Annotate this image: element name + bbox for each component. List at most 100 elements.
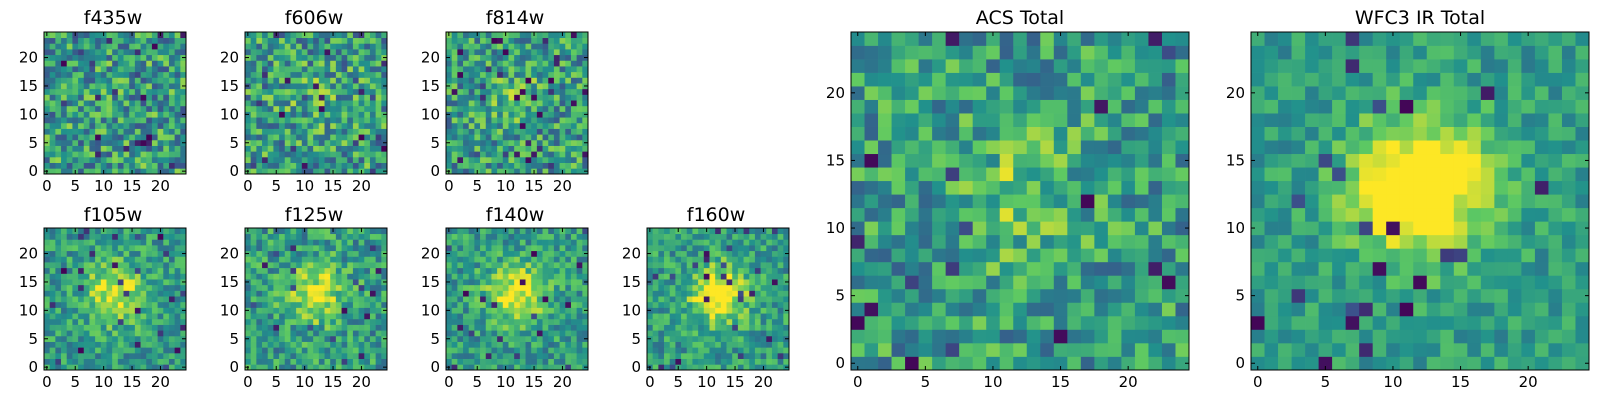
heatmap-cell xyxy=(565,318,572,325)
heatmap-cell xyxy=(369,256,376,263)
heatmap-cell xyxy=(330,341,337,348)
heatmap-cell xyxy=(151,111,158,118)
heatmap-cell xyxy=(1040,288,1055,303)
heatmap-cell xyxy=(698,267,705,274)
heatmap-cell xyxy=(330,83,337,90)
heatmap-cell xyxy=(542,262,549,269)
heatmap-cell xyxy=(918,207,933,222)
heatmap-cell xyxy=(324,239,331,246)
heatmap-cell xyxy=(180,262,187,269)
heatmap-cell xyxy=(296,111,303,118)
heatmap-cell xyxy=(123,262,130,269)
heatmap-cell xyxy=(290,60,297,67)
heatmap-cell xyxy=(508,341,515,348)
heatmap-cell xyxy=(250,364,257,371)
heatmap-cell xyxy=(891,261,906,276)
heatmap-cell xyxy=(468,313,475,320)
heatmap-cell xyxy=(686,262,693,269)
heatmap-cell xyxy=(576,250,583,257)
heatmap-cell xyxy=(347,273,354,280)
heatmap-cell xyxy=(570,105,577,112)
heatmap-cell xyxy=(743,273,750,280)
heatmap-cell xyxy=(256,100,263,107)
heatmap-cell xyxy=(313,347,320,354)
heatmap-cell xyxy=(485,66,492,73)
heatmap-cell xyxy=(129,318,136,325)
heatmap-cell xyxy=(451,60,458,67)
heatmap-cell xyxy=(330,324,337,331)
heatmap-cell xyxy=(352,145,359,152)
heatmap-cell xyxy=(777,296,784,303)
heatmap-cell xyxy=(972,207,987,222)
heatmap-cell xyxy=(250,341,257,348)
heatmap-cell xyxy=(480,352,487,359)
heatmap-cell xyxy=(72,250,79,257)
heatmap-cell xyxy=(1067,329,1082,344)
heatmap-cell xyxy=(61,128,68,135)
heatmap-cell xyxy=(318,250,325,257)
heatmap-cell xyxy=(256,66,263,73)
heatmap-cell xyxy=(945,248,960,263)
heatmap-cell xyxy=(180,273,187,280)
heatmap-cell xyxy=(451,318,458,325)
heatmap-cell xyxy=(129,273,136,280)
heatmap-cell xyxy=(463,233,470,240)
heatmap-cell xyxy=(1080,342,1095,357)
heatmap-cell xyxy=(986,275,1001,290)
heatmap-cell xyxy=(307,43,314,50)
heatmap-cell xyxy=(335,290,342,297)
heatmap-cell xyxy=(565,37,572,44)
heatmap-cell xyxy=(140,162,147,169)
heatmap-cell xyxy=(783,318,790,325)
heatmap-cell xyxy=(375,364,382,371)
heatmap-cell xyxy=(446,88,453,95)
heatmap-cell xyxy=(525,296,532,303)
heatmap-cell xyxy=(129,296,136,303)
heatmap-cell xyxy=(163,54,170,61)
heatmap-cell xyxy=(347,330,354,337)
heatmap-cell xyxy=(446,49,453,56)
heatmap-cell xyxy=(129,94,136,101)
heatmap-cell xyxy=(83,318,90,325)
heatmap-cell xyxy=(284,364,291,371)
heatmap-cell xyxy=(446,77,453,84)
heatmap-cell xyxy=(318,341,325,348)
heatmap-cell xyxy=(290,145,297,152)
heatmap-cell xyxy=(918,153,933,168)
heatmap-cell xyxy=(324,100,331,107)
heatmap-cell xyxy=(83,145,90,152)
heatmap-cell xyxy=(525,341,532,348)
heatmap-cell xyxy=(49,262,56,269)
heatmap-cell xyxy=(536,290,543,297)
heatmap-cell xyxy=(582,341,589,348)
heatmap-cell xyxy=(301,324,308,331)
heatmap-cell xyxy=(290,290,297,297)
heatmap-cell xyxy=(570,71,577,78)
heatmap-cell xyxy=(61,245,68,252)
heatmap-cell xyxy=(262,88,269,95)
heatmap-cell xyxy=(570,239,577,246)
heatmap-cell xyxy=(307,341,314,348)
heatmap-cell xyxy=(66,364,73,371)
heatmap-cell xyxy=(1134,288,1149,303)
heatmap-cell xyxy=(463,77,470,84)
heatmap-cell xyxy=(168,111,175,118)
heatmap-cell xyxy=(95,301,102,308)
heatmap-cell xyxy=(151,307,158,314)
heatmap-cell xyxy=(468,32,475,39)
heatmap-cell xyxy=(117,105,124,112)
heatmap-cell xyxy=(1175,261,1190,276)
heatmap-cell xyxy=(381,341,388,348)
heatmap-cell xyxy=(497,250,504,257)
heatmap-cell xyxy=(497,273,504,280)
heatmap-cell xyxy=(364,347,371,354)
heatmap-cell xyxy=(514,364,521,371)
heatmap-cell xyxy=(341,49,348,56)
heatmap-cell xyxy=(273,341,280,348)
heatmap-cell xyxy=(715,352,722,359)
heatmap-cell xyxy=(375,145,382,152)
heatmap-cell xyxy=(647,239,654,246)
heatmap-cell xyxy=(335,352,342,359)
heatmap-cell xyxy=(341,162,348,169)
heatmap-cell xyxy=(256,290,263,297)
